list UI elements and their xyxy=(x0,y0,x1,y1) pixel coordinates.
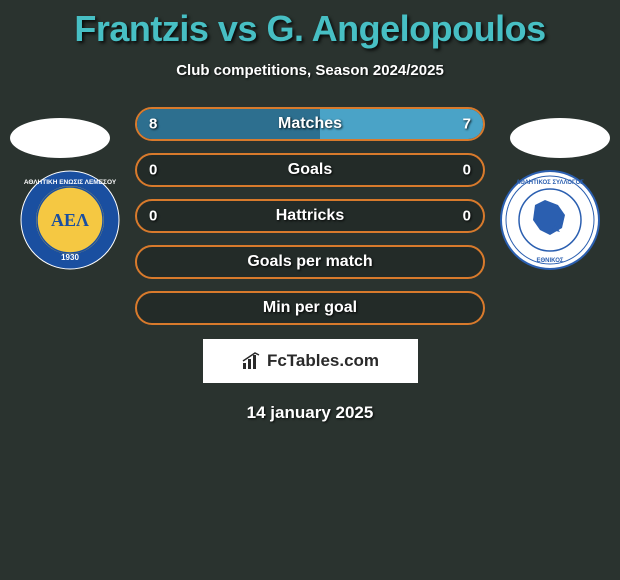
stat-value-right: 0 xyxy=(463,162,471,179)
stat-value-right: 0 xyxy=(463,208,471,225)
stat-row: Min per goal xyxy=(135,291,485,325)
stat-label: Matches xyxy=(278,115,342,133)
svg-text:ΑΘΛΗΤΙΚΟΣ ΣΥΛΛΟΓΟΣ: ΑΘΛΗΤΙΚΟΣ ΣΥΛΛΟΓΟΣ xyxy=(516,180,584,186)
stat-value-left: 0 xyxy=(149,162,157,179)
date-text: 14 january 2025 xyxy=(0,403,620,423)
player-avatar-left xyxy=(10,118,110,158)
logo-text: FcTables.com xyxy=(267,351,379,371)
stat-row: 0 0 Goals xyxy=(135,153,485,187)
svg-text:1930: 1930 xyxy=(61,253,79,262)
stat-label: Hattricks xyxy=(276,207,344,225)
svg-text:ΑΘΛΗΤΙΚΗ ΕΝΩΣΙΣ ΛΕΜΕΣΟΥ: ΑΘΛΗΤΙΚΗ ΕΝΩΣΙΣ ΛΕΜΕΣΟΥ xyxy=(24,179,117,186)
stat-value-left: 0 xyxy=(149,208,157,225)
svg-text:ΕΘΝΙΚΟΣ: ΕΘΝΙΚΟΣ xyxy=(537,258,564,264)
stat-bar-right xyxy=(320,109,483,139)
stat-value-left: 8 xyxy=(149,116,157,133)
team-badge-left: ΑΕΛ 1930 ΑΘΛΗΤΙΚΗ ΕΝΩΣΙΣ ΛΕΜΕΣΟΥ xyxy=(20,170,120,270)
stat-value-right: 7 xyxy=(463,116,471,133)
team-badge-right: ΑΘΛΗΤΙΚΟΣ ΣΥΛΛΟΓΟΣ ΕΘΝΙΚΟΣ xyxy=(500,170,600,270)
stat-row: 0 0 Hattricks xyxy=(135,199,485,233)
stat-label: Goals per match xyxy=(247,253,372,271)
fctables-logo: FcTables.com xyxy=(203,339,418,383)
stat-label: Min per goal xyxy=(263,299,357,317)
page-title: Frantzis vs G. Angelopoulos xyxy=(0,0,620,50)
stat-label: Goals xyxy=(288,161,332,179)
stat-row: Goals per match xyxy=(135,245,485,279)
svg-text:ΑΕΛ: ΑΕΛ xyxy=(51,210,89,230)
chart-icon xyxy=(241,351,261,371)
player-avatar-right xyxy=(510,118,610,158)
subtitle: Club competitions, Season 2024/2025 xyxy=(0,62,620,79)
stat-row: 8 7 Matches xyxy=(135,107,485,141)
